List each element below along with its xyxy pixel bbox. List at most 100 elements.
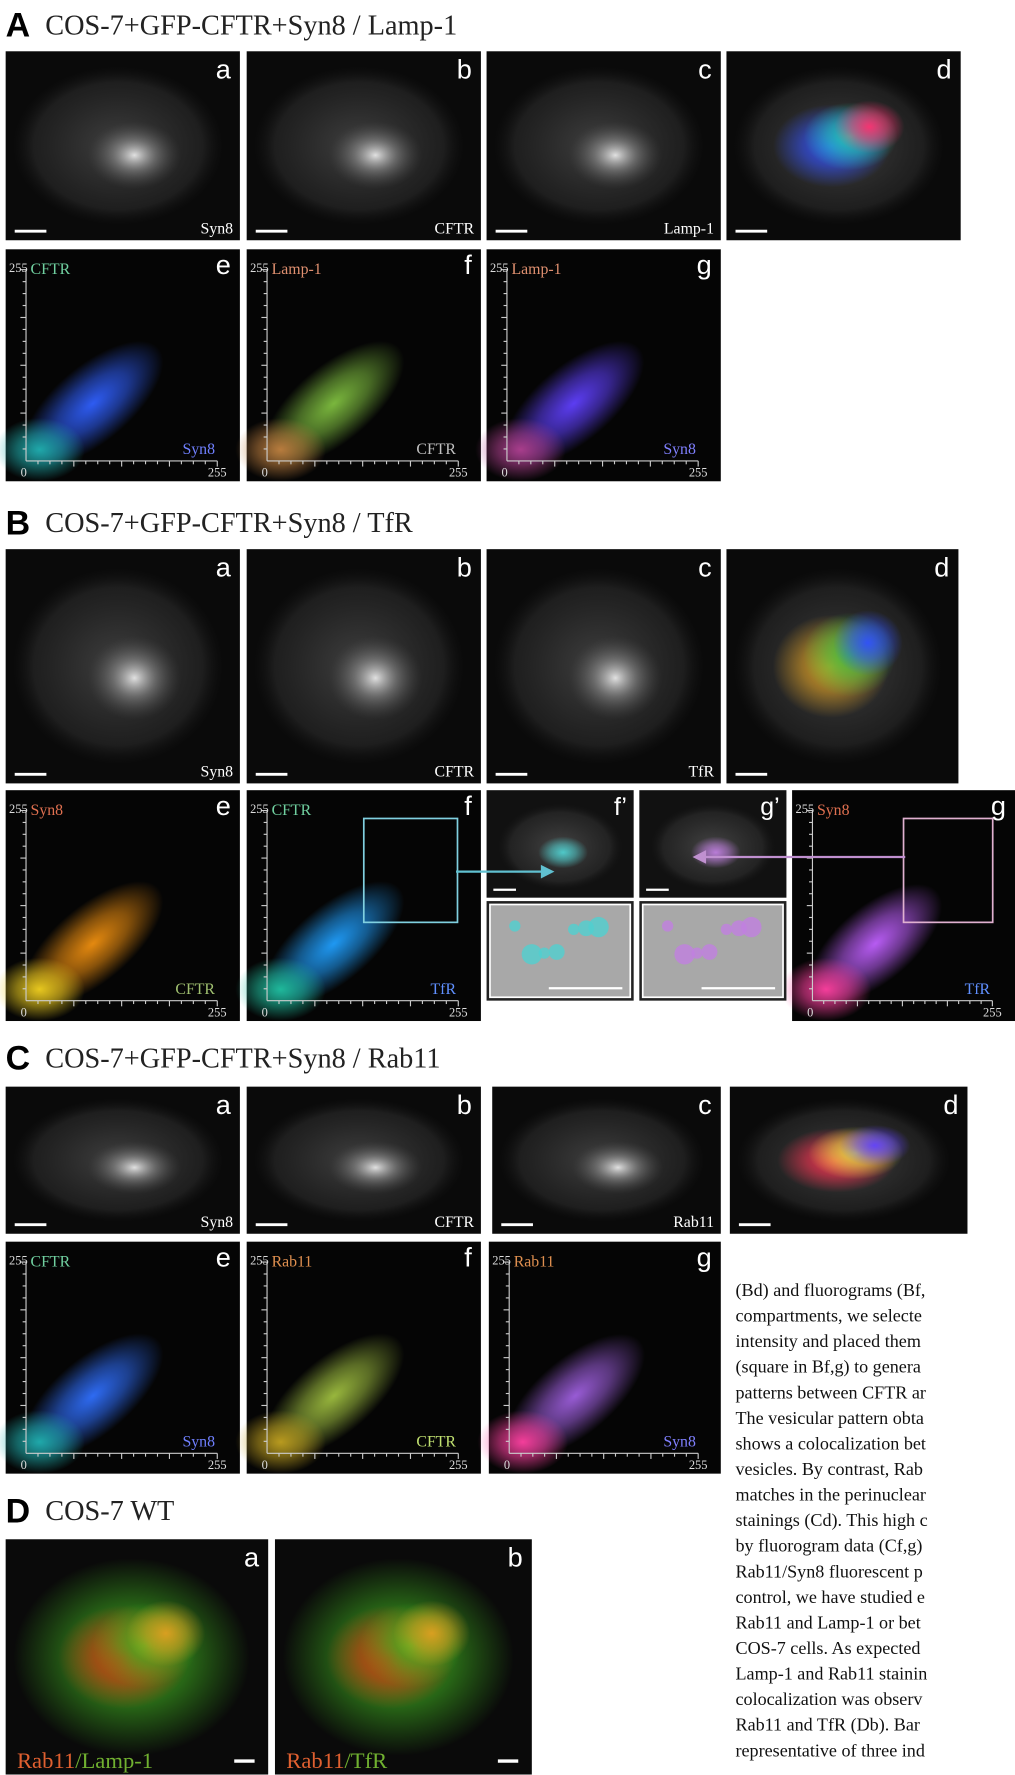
- label-part: /TfR: [345, 1748, 389, 1773]
- body-text-line: patterns between CFTR ar: [736, 1382, 926, 1402]
- body-text-line: intensity and placed them: [736, 1331, 921, 1351]
- channel-label: Rab11/TfR: [286, 1748, 388, 1773]
- scatter-core: [475, 417, 566, 482]
- vesicle: [509, 920, 521, 932]
- panel-letter: g: [697, 1242, 712, 1273]
- micrograph: c TfR: [486, 549, 721, 784]
- x-axis-label: CFTR: [416, 1433, 456, 1450]
- channel-label: CFTR: [435, 220, 475, 237]
- section-title: COS-7+GFP-CFTR+Syn8 / Rab11: [45, 1043, 440, 1074]
- panel-letter: g: [991, 790, 1006, 821]
- axis-min-label: 0: [262, 1005, 268, 1019]
- body-text-line: matches in the perinuclear: [736, 1485, 926, 1505]
- vesicle: [701, 944, 718, 960]
- label-part: /Lamp-1: [75, 1748, 153, 1773]
- label-part: Rab11: [286, 1748, 344, 1773]
- axis-max-label: 255: [795, 802, 814, 816]
- panel-letter: f’: [614, 793, 627, 821]
- body-text-line: representative of three ind: [736, 1740, 925, 1760]
- signal: [572, 1141, 664, 1195]
- vesicle: [588, 916, 609, 938]
- vesicle: [661, 920, 674, 932]
- channel-label: Rab11: [673, 1214, 714, 1231]
- signal: [834, 100, 905, 154]
- section-letter: A: [6, 7, 31, 45]
- x-axis-label: CFTR: [175, 981, 215, 998]
- y-axis-label: Lamp-1: [272, 261, 322, 278]
- micrograph: d: [726, 549, 959, 784]
- vesicle: [720, 923, 733, 936]
- signal: [87, 635, 182, 721]
- body-text-line: (square in Bf,g) to genera: [736, 1357, 921, 1378]
- selection-square: [902, 817, 994, 924]
- axis-max-label: 255: [9, 802, 28, 816]
- channel-label: Syn8: [201, 220, 234, 237]
- panel-letter: g: [697, 249, 712, 280]
- panel-letter: b: [457, 551, 472, 582]
- section-title: COS-7+GFP-CFTR+Syn8 / TfR: [45, 508, 413, 539]
- signal: [690, 836, 741, 869]
- channel-label: CFTR: [435, 764, 475, 781]
- axis-max-label: 255: [983, 1005, 1002, 1019]
- axis-min-label: 0: [262, 1458, 268, 1472]
- axis-max-label: 255: [689, 1458, 708, 1472]
- axis-max-label: 255: [490, 261, 509, 275]
- section-letter: B: [6, 504, 31, 542]
- signal: [839, 1124, 911, 1167]
- body-text-line: shows a colocalization bet: [736, 1433, 926, 1453]
- scatter-core: [0, 957, 85, 1022]
- body-text-line: Rab11 and Lamp-1 or bet: [736, 1612, 921, 1632]
- y-axis-label: Rab11: [514, 1254, 555, 1271]
- body-text-line: colocalization was observ: [736, 1689, 924, 1709]
- y-axis-label: Syn8: [31, 802, 64, 819]
- panel-letter: a: [216, 551, 232, 582]
- body-text-line: The vesicular pattern obta: [736, 1408, 924, 1428]
- vesicle: [674, 944, 695, 965]
- section-title: COS-7 WT: [45, 1496, 174, 1527]
- body-text-line: vesicles. By contrast, Rab: [736, 1459, 923, 1479]
- x-axis-label: CFTR: [416, 441, 456, 458]
- scatter-core: [235, 957, 326, 1022]
- y-axis-label: CFTR: [31, 261, 71, 278]
- scatter-core: [780, 957, 872, 1022]
- arrowhead: [540, 864, 555, 879]
- x-axis-label: TfR: [965, 981, 991, 998]
- figure-content: A COS-7+GFP-CFTR+Syn8 / Lamp-1 a Syn8 b CFTR c…: [0, 7, 1015, 1775]
- channel-label: Syn8: [201, 764, 234, 781]
- axis-min-label: 0: [807, 1005, 813, 1019]
- selection-square: [362, 817, 459, 924]
- signal: [393, 1600, 471, 1667]
- y-axis-label: Rab11: [272, 1254, 313, 1271]
- arrowhead: [692, 850, 707, 864]
- scatter-core: [235, 1410, 326, 1474]
- micrograph: b CFTR: [246, 549, 481, 784]
- panel-letter: c: [698, 1089, 712, 1120]
- axis-max-label: 255: [449, 466, 468, 480]
- body-text-line: stainings (Cd). This high c: [736, 1510, 928, 1531]
- signal: [538, 836, 588, 869]
- micrograph: c Lamp-1: [486, 51, 721, 241]
- vesicle: [741, 916, 762, 938]
- micrograph: a Syn8: [5, 549, 240, 784]
- axis-max-label: 255: [250, 802, 269, 816]
- x-axis-label: Syn8: [663, 1433, 696, 1450]
- scatter-core: [0, 417, 85, 482]
- vesicle: [730, 920, 747, 937]
- body-text-line: Lamp-1 and Rab11 stainin: [736, 1664, 928, 1684]
- signal: [568, 635, 663, 721]
- axis-max-label: 255: [9, 1253, 28, 1267]
- panel-letter: d: [937, 53, 952, 84]
- section-letter: D: [6, 1492, 31, 1530]
- panel-letter: f: [464, 790, 472, 821]
- signal: [87, 1141, 182, 1195]
- panel-letter: b: [457, 53, 472, 84]
- axis-max-label: 255: [689, 466, 708, 480]
- y-axis-label: Lamp-1: [511, 261, 561, 278]
